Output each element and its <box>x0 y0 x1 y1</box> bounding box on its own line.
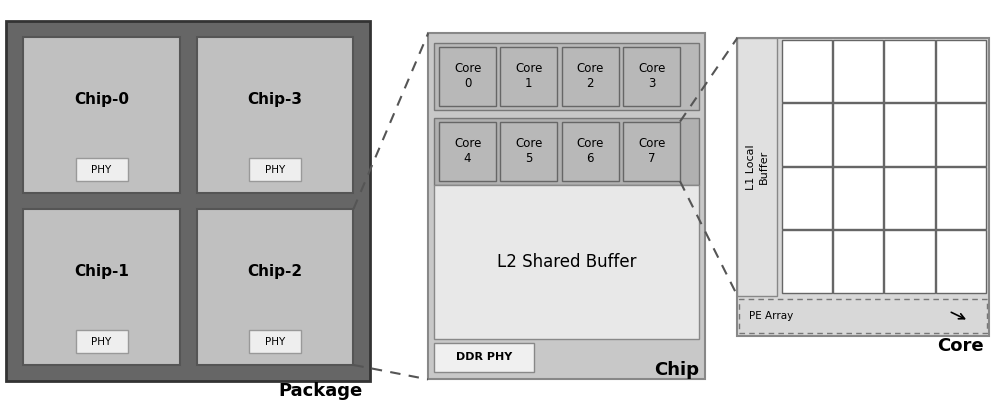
Text: Chip-0: Chip-0 <box>74 92 129 107</box>
Text: Core
6: Core 6 <box>577 137 604 166</box>
Bar <box>936 40 986 102</box>
Bar <box>884 167 935 229</box>
Bar <box>23 37 180 193</box>
Text: Core: Core <box>937 337 984 355</box>
Text: Core
4: Core 4 <box>454 137 481 166</box>
Bar <box>6 21 370 381</box>
Bar <box>76 158 128 181</box>
Bar <box>76 330 128 353</box>
Text: PHY: PHY <box>265 337 285 347</box>
Text: PHY: PHY <box>91 165 112 175</box>
Text: L1 Local
Buffer: L1 Local Buffer <box>746 144 768 190</box>
Text: Chip-1: Chip-1 <box>74 264 129 279</box>
Text: Chip-2: Chip-2 <box>248 264 303 279</box>
Text: PE Array: PE Array <box>749 311 794 321</box>
Text: Core
3: Core 3 <box>638 62 665 90</box>
Bar <box>623 122 680 181</box>
Bar <box>936 167 986 229</box>
Bar <box>434 43 699 110</box>
Text: Core
0: Core 0 <box>454 62 481 90</box>
Bar <box>434 343 534 372</box>
Text: Chip: Chip <box>654 361 699 379</box>
Bar <box>884 230 935 293</box>
Bar <box>623 47 680 106</box>
Bar <box>197 209 353 365</box>
Bar <box>434 118 699 185</box>
Bar <box>428 33 705 379</box>
Bar <box>782 103 832 166</box>
Bar <box>737 38 777 296</box>
Bar <box>562 122 619 181</box>
Bar <box>249 158 301 181</box>
Bar <box>833 230 883 293</box>
Bar <box>249 330 301 353</box>
Text: Core
7: Core 7 <box>638 137 665 166</box>
Bar <box>782 230 832 293</box>
Bar <box>500 122 557 181</box>
Bar <box>936 103 986 166</box>
Text: Core
1: Core 1 <box>515 62 543 90</box>
Bar <box>23 209 180 365</box>
Bar <box>739 299 987 333</box>
Bar <box>434 185 699 339</box>
Bar <box>782 167 832 229</box>
Text: Core
5: Core 5 <box>515 137 543 166</box>
Text: L2 Shared Buffer: L2 Shared Buffer <box>497 253 637 271</box>
Text: PHY: PHY <box>91 337 112 347</box>
Text: Core
2: Core 2 <box>577 62 604 90</box>
Bar <box>439 47 496 106</box>
Bar <box>197 37 353 193</box>
Bar <box>833 167 883 229</box>
Bar <box>439 122 496 181</box>
Bar <box>884 40 935 102</box>
Bar <box>562 47 619 106</box>
Bar <box>833 40 883 102</box>
Text: Package: Package <box>278 382 362 400</box>
Text: PHY: PHY <box>265 165 285 175</box>
Bar <box>500 47 557 106</box>
Bar <box>884 103 935 166</box>
Text: DDR PHY: DDR PHY <box>456 352 512 362</box>
Bar <box>782 40 832 102</box>
Bar <box>737 38 989 336</box>
Bar <box>936 230 986 293</box>
Bar <box>833 103 883 166</box>
Text: Chip-3: Chip-3 <box>248 92 303 107</box>
